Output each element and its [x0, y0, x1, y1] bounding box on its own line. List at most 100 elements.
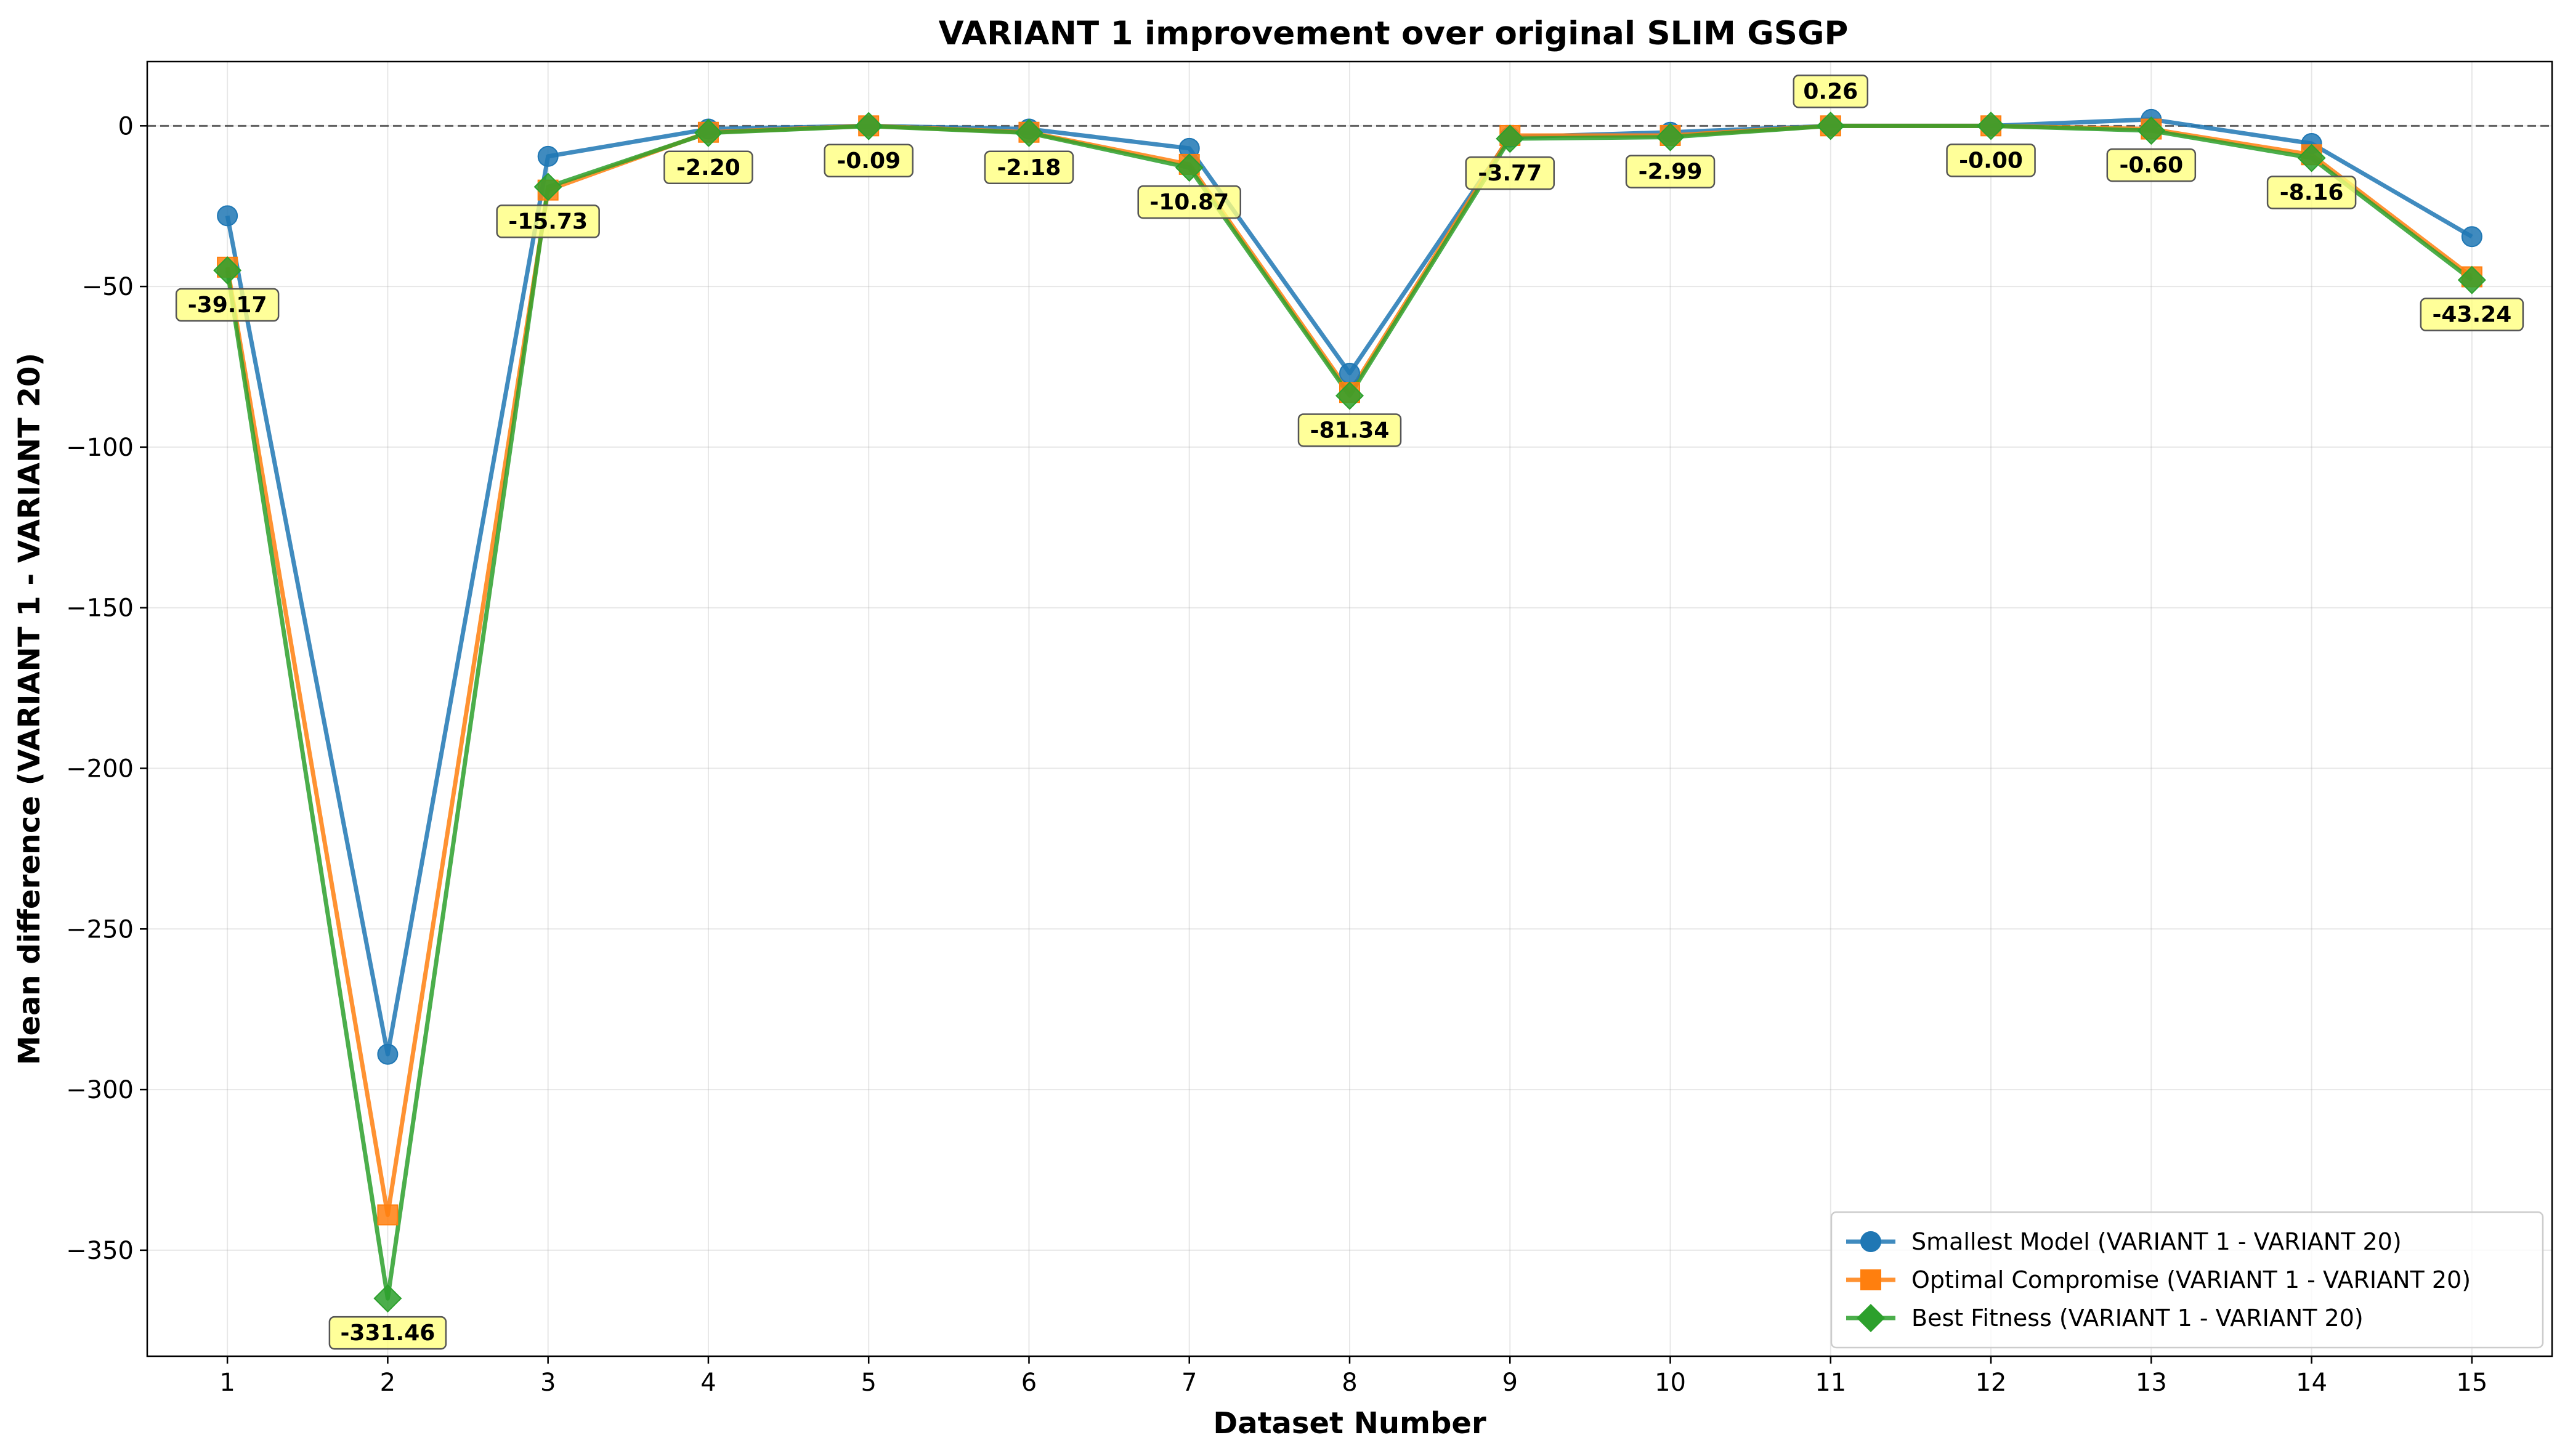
x-tick-label: 1	[219, 1369, 235, 1397]
annotation-box	[1465, 156, 1555, 190]
legend-marker	[1856, 1303, 1886, 1333]
series-1-point	[2461, 226, 2482, 248]
annotation-box	[1625, 155, 1716, 188]
y-tick-label: −100	[66, 434, 134, 462]
annotation-label: -331.46	[340, 1321, 435, 1346]
x-tick-label: 7	[1181, 1369, 1197, 1397]
series-3-point	[1175, 153, 1204, 182]
series-3-point	[2297, 144, 2326, 172]
series-3-point	[1335, 381, 1364, 410]
annotation: -10.87	[1137, 185, 1241, 219]
annotation-box	[1946, 144, 2036, 177]
annotation-label: -2.99	[1639, 160, 1703, 185]
annotation: 0.26	[1793, 75, 1869, 108]
annotation-box	[663, 150, 753, 185]
annotation: -0.09	[824, 144, 914, 178]
annotation: -81.34	[1297, 413, 1402, 447]
annotation: -39.17	[175, 288, 280, 322]
x-tick-label: 3	[540, 1369, 556, 1397]
series-1-point	[1339, 362, 1360, 384]
x-tick-label: 5	[861, 1369, 876, 1397]
annotation-label: -81.34	[1310, 418, 1390, 443]
legend-marker	[1860, 1231, 1881, 1252]
series-3-point	[694, 118, 723, 147]
series-3-point	[2457, 265, 2486, 294]
legend-label: Best Fitness (VARIANT 1 - VARIANT 20)	[1911, 1304, 2364, 1332]
series-3-point	[213, 256, 242, 285]
series-1-point	[377, 1043, 399, 1065]
x-tick-label: 9	[1502, 1369, 1518, 1397]
x-tick-label: 2	[380, 1369, 395, 1397]
annotation-box	[2420, 297, 2524, 331]
x-tick-label: 10	[1655, 1369, 1686, 1397]
legend-label: Optimal Compromise (VARIANT 1 - VARIANT …	[1911, 1266, 2471, 1293]
x-tick-label: 12	[1975, 1369, 2007, 1397]
y-tick-label: −350	[66, 1237, 134, 1265]
x-tick-label: 15	[2456, 1369, 2487, 1397]
annotation-box	[175, 288, 280, 322]
annotation-box	[496, 204, 600, 238]
annotation-label: -10.87	[1149, 190, 1229, 215]
annotations: -39.17 -331.46 -15.73 -2.20 -0.09 -2.18 -10.87…	[175, 75, 2524, 1350]
series-2-point	[377, 1204, 399, 1226]
annotation: -15.73	[496, 204, 600, 238]
series-3-point	[1977, 111, 2006, 140]
x-axis: 1 2 3 4 5 6 7 8 9 10 11 12 13 14 15	[219, 1356, 2487, 1397]
y-axis-label: Mean difference (VARIANT 1 - VARIANT 20)	[12, 353, 47, 1066]
legend-label: Smallest Model (VARIANT 1 - VARIANT 20)	[1911, 1228, 2402, 1255]
annotation-label: -2.20	[676, 155, 740, 180]
legend-entry: Best Fitness (VARIANT 1 - VARIANT 20)	[1846, 1303, 2364, 1333]
plot-background	[147, 62, 2552, 1356]
annotation: -2.20	[663, 150, 753, 185]
x-tick-label: 4	[700, 1369, 716, 1397]
y-axis: 0 −50 −100 −150 −200 −250 −300 −350	[66, 112, 147, 1265]
series-1-point	[217, 205, 238, 227]
chart-title: VARIANT 1 improvement over original SLIM…	[939, 15, 1849, 52]
annotation-box	[824, 144, 914, 178]
annotation: -2.99	[1625, 155, 1716, 188]
annotation: -0.60	[2106, 148, 2197, 182]
legend-marker	[1860, 1269, 1881, 1290]
y-tick-label: −200	[66, 754, 134, 783]
x-tick-label: 11	[1815, 1369, 1846, 1397]
annotation-label: -43.24	[2432, 302, 2511, 328]
series-3-point	[1656, 123, 1685, 152]
annotation-box	[1793, 75, 1869, 108]
y-tick-label: −50	[82, 273, 134, 301]
y-tick-label: 0	[118, 112, 134, 140]
series-3-point	[854, 111, 883, 140]
annotation: -331.46	[328, 1316, 447, 1350]
annotation: -2.18	[984, 150, 1074, 185]
x-tick-label: 8	[1342, 1369, 1357, 1397]
annotation: -43.24	[2420, 297, 2524, 331]
series-3-point	[1496, 124, 1525, 153]
annotation-label: -0.60	[2119, 153, 2183, 178]
annotation-box	[2266, 176, 2357, 209]
series-3-point	[1015, 118, 1043, 147]
annotation-box	[1297, 413, 1402, 447]
x-tick-label: 13	[2136, 1369, 2167, 1397]
series-markers	[213, 108, 2486, 1313]
annotation-label: -0.00	[1959, 148, 2023, 173]
annotation-label: -0.09	[837, 148, 901, 174]
annotation-label: 0.26	[1803, 79, 1858, 104]
x-tick-label: 6	[1021, 1369, 1037, 1397]
legend-entry: Optimal Compromise (VARIANT 1 - VARIANT …	[1846, 1266, 2471, 1293]
plot-area: -39.17 -331.46 -15.73 -2.20 -0.09 -2.18 -10.87…	[146, 60, 2553, 1357]
series-3-point	[1816, 111, 1845, 140]
legend: Smallest Model (VARIANT 1 - VARIANT 20) O…	[1830, 1211, 2544, 1349]
annotation-label: -15.73	[508, 209, 588, 234]
annotation-label: -8.16	[2280, 180, 2344, 205]
x-tick-label: 14	[2296, 1369, 2327, 1397]
annotation-box	[2106, 148, 2197, 182]
y-tick-label: −250	[66, 915, 134, 944]
x-axis-label: Dataset Number	[1213, 1406, 1486, 1441]
annotation: -0.00	[1946, 144, 2036, 177]
series-3-point	[373, 1284, 402, 1313]
annotation-label: -39.17	[188, 293, 267, 318]
series-3-point	[2137, 116, 2166, 145]
legend-box	[1830, 1211, 2544, 1349]
annotation-box	[984, 150, 1074, 185]
annotation-label: -3.77	[1478, 161, 1542, 186]
